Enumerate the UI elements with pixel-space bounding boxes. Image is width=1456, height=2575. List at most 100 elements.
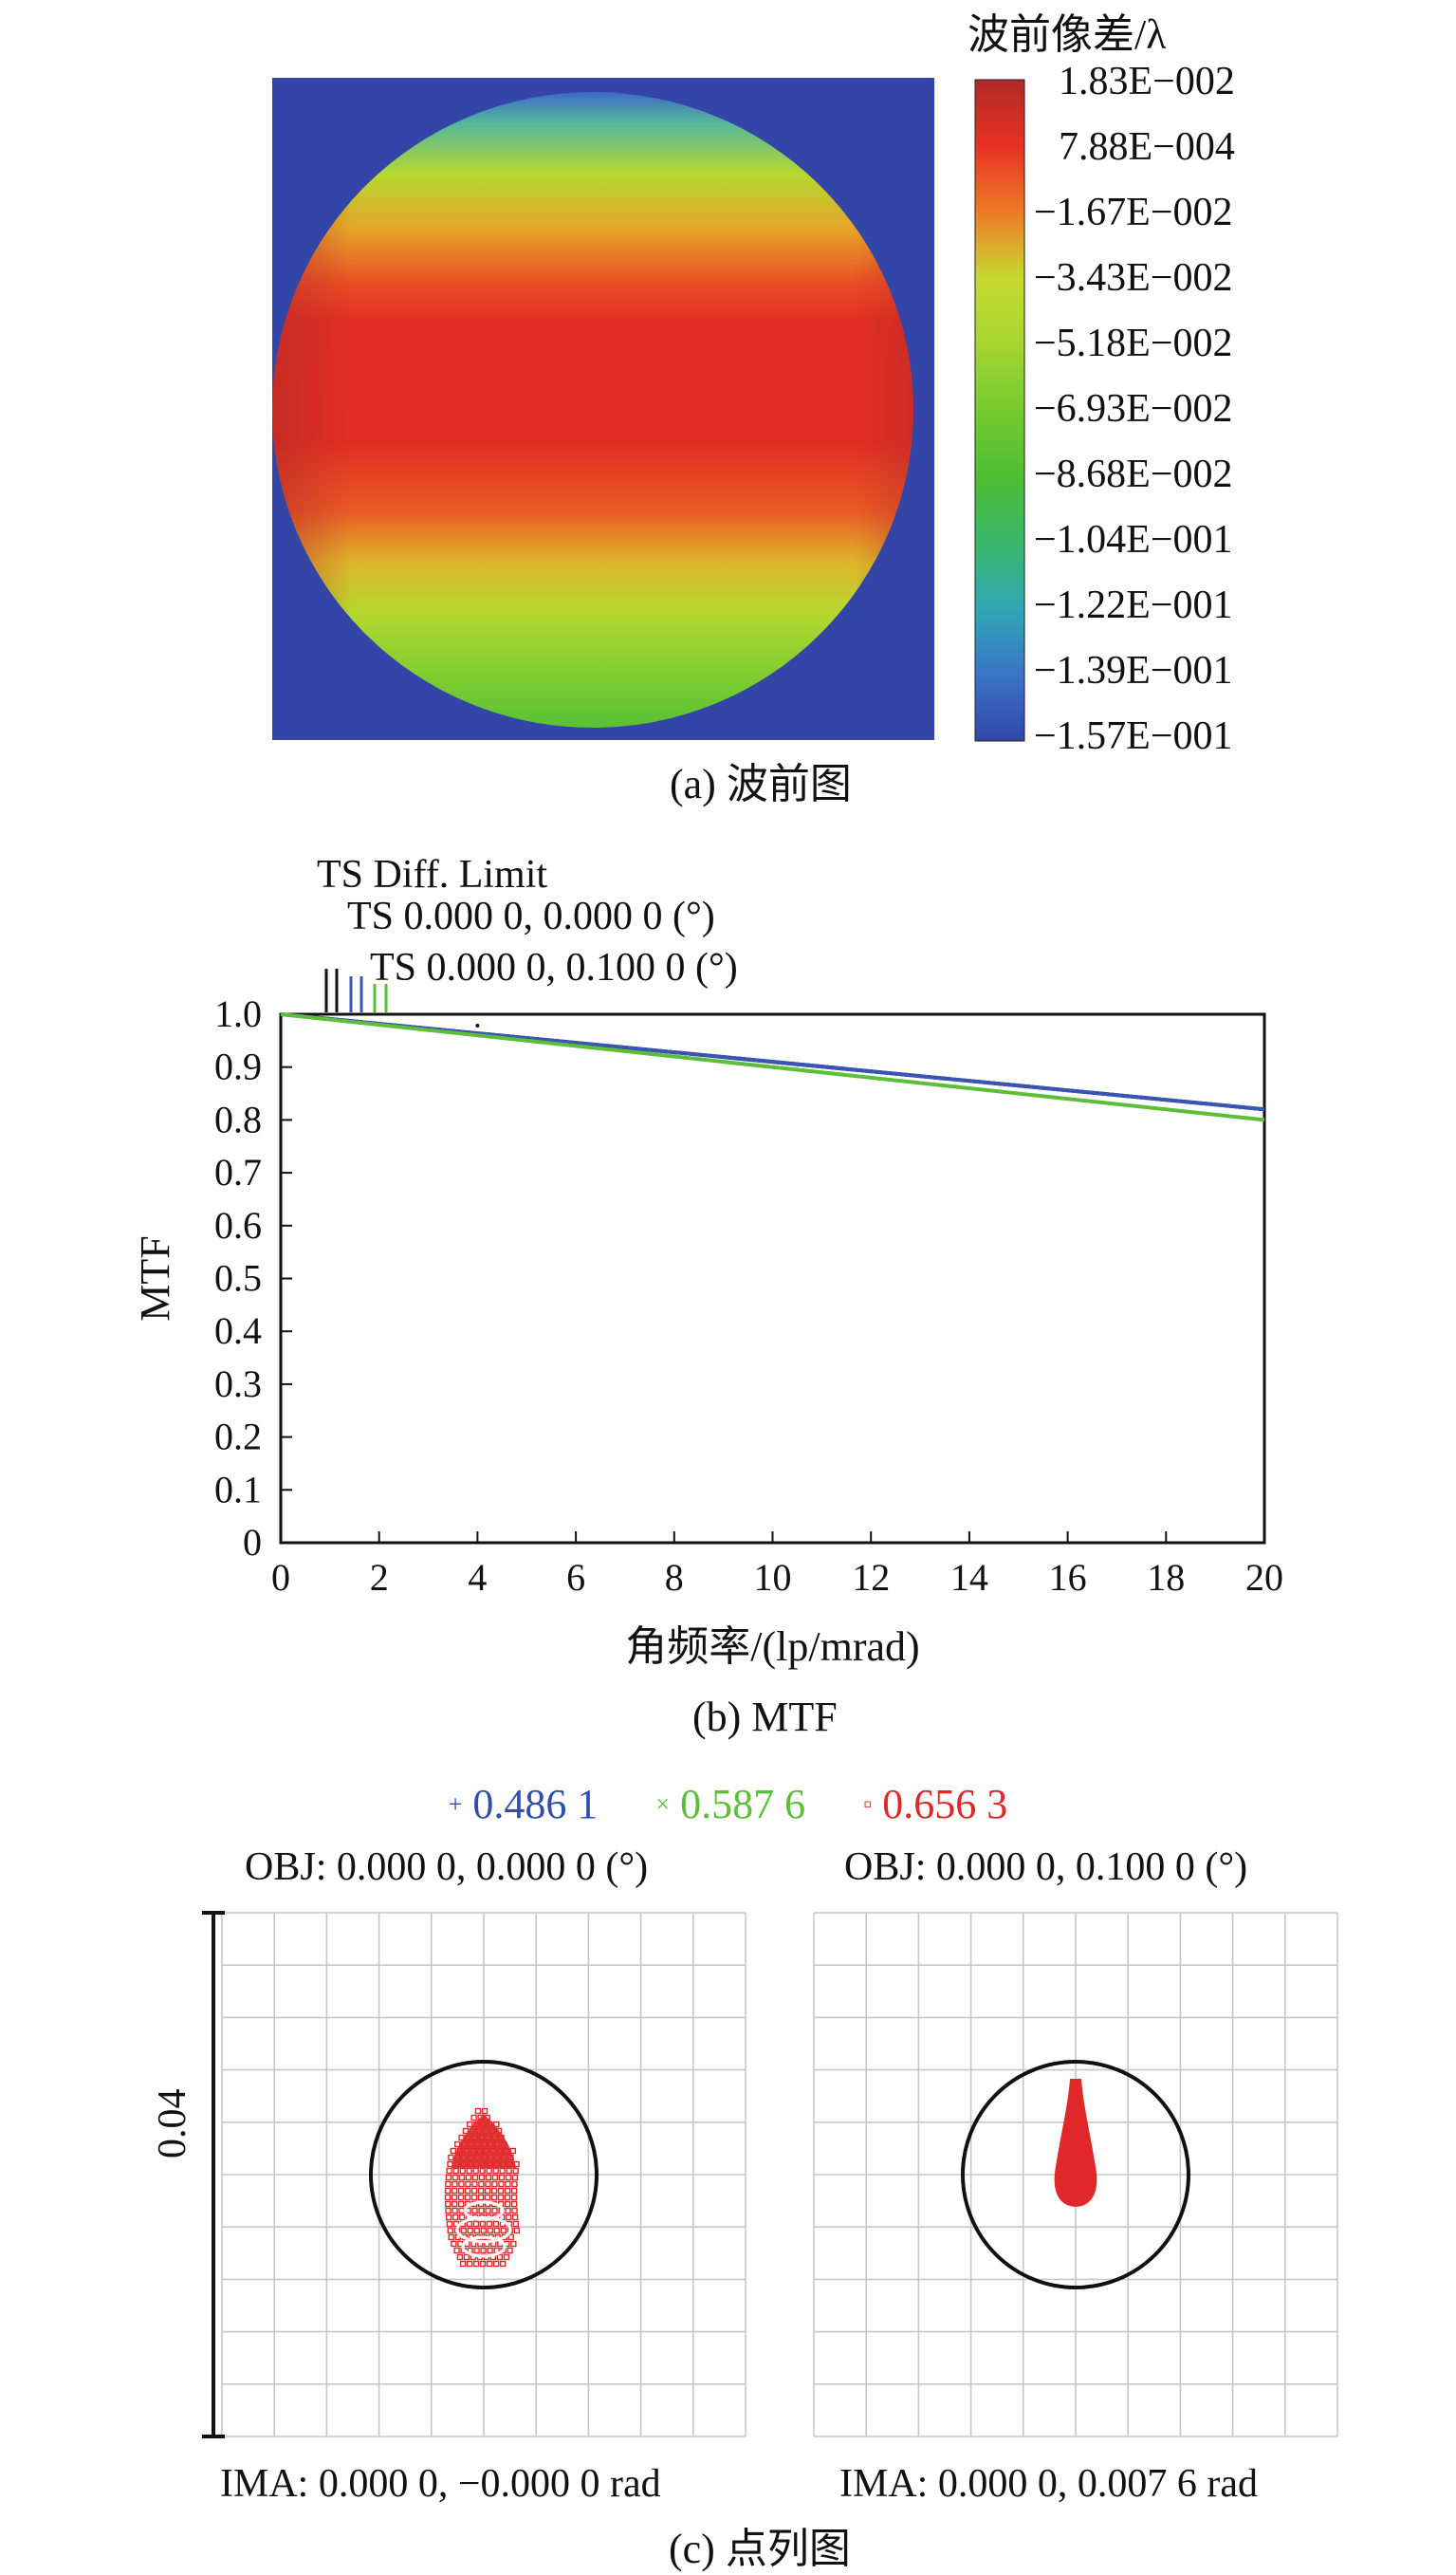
spot-ring-gap <box>463 2200 505 2221</box>
spot-point <box>446 2167 452 2175</box>
spot-point <box>460 2227 467 2234</box>
spot-point <box>486 2167 492 2175</box>
spot-point <box>480 2247 487 2254</box>
spot-point <box>493 2121 500 2128</box>
x-tick-label: 18 <box>1147 1556 1185 1599</box>
mtf-legend-diff-limit: TS Diff. Limit <box>317 853 548 897</box>
y-tick-label: 0.8 <box>214 1098 262 1140</box>
x-tick-label: 16 <box>1049 1556 1087 1599</box>
spot-point <box>499 2260 507 2268</box>
spot-point <box>470 2187 478 2195</box>
x-tick-label: 2 <box>370 1556 389 1599</box>
spot-point <box>480 2227 487 2234</box>
spot-point <box>504 2194 511 2201</box>
mtf-series-line <box>280 1012 1265 1122</box>
spot-left-ima: IMA: 0.000 0, −0.000 0 rad <box>220 2462 661 2506</box>
wavelength-3: ▫ 0.656 3 <box>863 1781 1008 1827</box>
spot-point <box>478 2174 486 2181</box>
spot-point <box>504 2187 511 2195</box>
spot-point <box>499 2167 506 2175</box>
spot-point <box>459 2167 466 2175</box>
spot-point <box>500 2227 507 2234</box>
x-axis-label: 角频率/(lp/mrad) <box>625 1623 919 1670</box>
colorbar-tick-label: −1.22E−001 <box>1034 584 1233 627</box>
spot-point <box>511 2214 519 2221</box>
wavelength-2: × 0.587 6 <box>655 1781 806 1827</box>
spot-point <box>474 2107 482 2115</box>
y-tick-label: 0.4 <box>214 1309 262 1352</box>
spot-point <box>477 2194 485 2201</box>
x-tick-label: 20 <box>1245 1556 1283 1599</box>
spot-point <box>472 2220 480 2228</box>
spot-point <box>490 2187 498 2195</box>
spot-point <box>505 2174 512 2181</box>
spot-point <box>445 2214 452 2221</box>
spot-point <box>466 2220 473 2228</box>
spot-point <box>458 2174 466 2181</box>
spot-point <box>451 2240 457 2248</box>
spot-point <box>484 2194 491 2201</box>
spot-point <box>453 2247 460 2254</box>
spot-point <box>472 2167 479 2175</box>
airy-disk-circle <box>961 2060 1190 2289</box>
spot-point <box>477 2187 485 2195</box>
spot-point <box>511 2207 518 2214</box>
spot-point <box>507 2247 513 2254</box>
y-tick-label: 0 <box>243 1521 262 1564</box>
spot-point <box>465 2174 472 2181</box>
colorbar-tick-label: −1.67E−002 <box>1034 191 1233 234</box>
spot-point <box>485 2207 491 2214</box>
spot-point <box>506 2167 512 2175</box>
spot-point <box>445 2180 452 2188</box>
spot-point <box>451 2194 458 2201</box>
spot-point <box>498 2180 505 2188</box>
spot-ring-gap <box>455 2215 512 2244</box>
spot-point <box>492 2220 500 2228</box>
spot-point <box>466 2260 473 2268</box>
spot-point <box>457 2194 465 2201</box>
spot-point <box>445 2207 452 2214</box>
spot-point <box>491 2174 499 2181</box>
spot-point <box>505 2180 511 2188</box>
spot-droplet <box>1054 2079 1097 2207</box>
plus-marker-icon: + <box>448 1790 463 1818</box>
y-tick-label: 0.6 <box>214 1204 262 1247</box>
spot-point <box>497 2194 505 2201</box>
caption-wavefront: (a) 波前图 <box>670 761 852 807</box>
colorbar-tick-label: 1.83E−002 <box>1059 60 1235 103</box>
colorbar-tick-label: −1.39E−001 <box>1034 649 1233 693</box>
x-tick-label: 8 <box>665 1556 684 1599</box>
spot-point <box>458 2180 465 2188</box>
x-tick-label: 6 <box>566 1556 585 1599</box>
spot-point <box>510 2240 517 2248</box>
spot-right-ima: IMA: 0.000 0, 0.007 6 rad <box>839 2462 1258 2506</box>
mtf-legend-field-2: TS 0.000 0, 0.100 0 (°) <box>370 946 738 990</box>
caption-mtf: (b) MTF <box>692 1694 838 1740</box>
spot-point <box>484 2187 491 2195</box>
spot-point <box>452 2174 459 2181</box>
spot-point <box>497 2187 505 2195</box>
spot-point <box>498 2174 506 2181</box>
spot-point <box>492 2167 499 2175</box>
colorbar-tick-label: −1.04E−001 <box>1034 518 1233 562</box>
spot-pattern-right <box>1054 2079 1097 2207</box>
spot-point <box>471 2207 478 2214</box>
y-tick-label: 0.2 <box>214 1416 262 1458</box>
spot-point <box>471 2174 479 2181</box>
y-tick-label: 0.5 <box>214 1257 262 1300</box>
spot-ring-gap <box>461 2235 507 2258</box>
spot-point <box>470 2114 477 2121</box>
spot-point <box>485 2174 492 2181</box>
wavefront-pupil <box>272 92 913 728</box>
spot-point <box>451 2187 458 2195</box>
x-tick-label: 12 <box>852 1556 890 1599</box>
spot-point <box>507 2233 514 2241</box>
square-marker-icon: ▫ <box>863 1790 873 1818</box>
colorbar-title: 波前像差/λ <box>968 11 1167 58</box>
spot-point <box>485 2180 491 2188</box>
spot-point <box>512 2167 519 2175</box>
spot-point <box>466 2167 472 2175</box>
spot-point <box>505 2207 511 2214</box>
spot-point <box>478 2207 485 2214</box>
